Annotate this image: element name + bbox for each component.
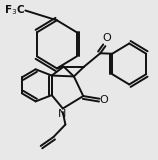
Text: N: N: [58, 109, 66, 119]
Text: F$_3$C: F$_3$C: [4, 4, 25, 17]
Text: O: O: [103, 33, 111, 44]
Text: O: O: [99, 95, 108, 105]
